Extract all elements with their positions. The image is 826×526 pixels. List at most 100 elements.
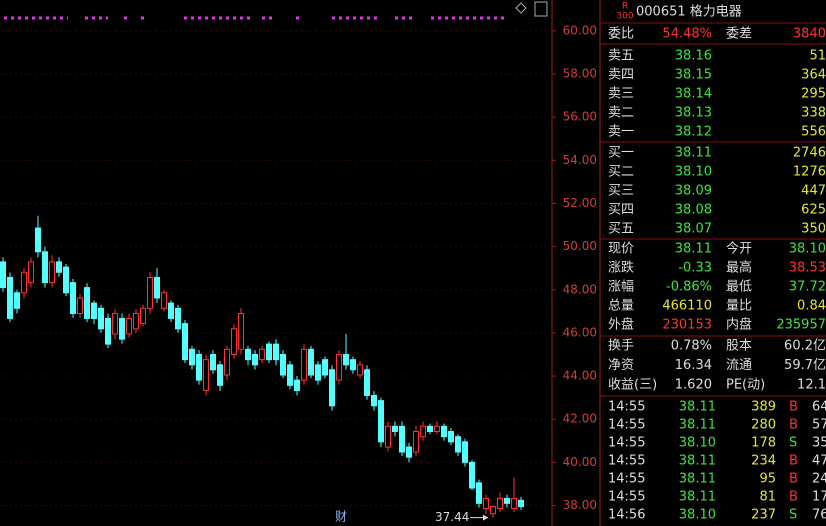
fundamentals-cell: 16.34 bbox=[675, 358, 712, 373]
candle-body bbox=[175, 307, 181, 330]
stock-title: 000651 格力电器 bbox=[636, 4, 742, 20]
trades-cell: B bbox=[789, 418, 798, 433]
candle-body bbox=[63, 266, 69, 294]
trades-cell: 17 bbox=[812, 490, 826, 505]
fundamentals-cell: 净资 bbox=[608, 358, 634, 373]
quote-cell: -0.86% bbox=[666, 280, 712, 295]
quote-cell: 0.84 bbox=[797, 299, 826, 314]
trades-cell: 234 bbox=[751, 454, 776, 469]
quote-cell: 38.10 bbox=[789, 242, 826, 257]
quote-cell: 量比 bbox=[726, 299, 752, 314]
trades-cell: 14:55 bbox=[608, 436, 645, 451]
badge-top: R bbox=[622, 2, 628, 12]
fundamentals-cell: 12.1 bbox=[797, 378, 826, 393]
candle-body bbox=[105, 317, 111, 345]
candle-body bbox=[98, 307, 104, 330]
candle-body bbox=[7, 276, 13, 319]
badge-bottom: 300 bbox=[616, 12, 633, 22]
fundamentals-cell: 股本 bbox=[726, 339, 752, 354]
y-tick-label: 38.00 bbox=[563, 498, 597, 512]
quote-cell: 466110 bbox=[662, 299, 712, 314]
fundamentals-cell: 60.2亿 bbox=[784, 339, 826, 354]
quote-cell: 37.72 bbox=[789, 280, 826, 295]
candle-body bbox=[511, 497, 517, 510]
event-marker[interactable]: 财 bbox=[335, 510, 347, 524]
candle-body bbox=[504, 497, 510, 504]
fundamentals-cell: 收益(三) bbox=[608, 378, 657, 393]
y-tick-label: 44.00 bbox=[563, 369, 597, 383]
asks-cell: 卖四 bbox=[608, 68, 634, 83]
trades-cell: 47 bbox=[812, 454, 826, 469]
candle-body bbox=[406, 446, 412, 458]
asks-cell: 295 bbox=[801, 87, 826, 102]
candle-body bbox=[441, 425, 447, 438]
y-tick-label: 40.00 bbox=[563, 455, 597, 469]
candle-body bbox=[287, 364, 293, 386]
trades-cell: 38.10 bbox=[679, 508, 716, 523]
trades-cell: 24 bbox=[812, 472, 826, 487]
bids-cell: 38.08 bbox=[675, 203, 712, 218]
candle-body bbox=[385, 425, 391, 448]
quote-cell: 总量 bbox=[608, 299, 634, 314]
trades-cell: S bbox=[789, 508, 797, 523]
candle-body bbox=[455, 436, 461, 453]
low-arrowhead bbox=[483, 514, 488, 521]
candle-body bbox=[112, 312, 118, 335]
trades-cell: B bbox=[789, 454, 798, 469]
candle-body bbox=[21, 271, 27, 294]
candle-body bbox=[161, 292, 167, 309]
asks-cell: 338 bbox=[801, 106, 826, 121]
diamond-icon[interactable] bbox=[515, 2, 527, 14]
quote-cell: 38.53 bbox=[789, 261, 826, 276]
fundamentals-cell: 流通 bbox=[726, 358, 752, 373]
fundamentals-cell: 0.78% bbox=[671, 339, 712, 354]
trades-cell: 38.11 bbox=[679, 490, 716, 505]
trades-cell: 14:55 bbox=[608, 418, 645, 433]
candle-body bbox=[70, 282, 76, 314]
candle-body bbox=[378, 400, 384, 443]
separators bbox=[600, 22, 826, 397]
candle-body bbox=[364, 369, 370, 396]
asks-cell: 卖二 bbox=[608, 106, 634, 121]
quote-cell: 235957 bbox=[776, 318, 826, 333]
candle-body bbox=[154, 276, 160, 299]
candle-body bbox=[91, 302, 97, 319]
trades-cell: 38.11 bbox=[679, 472, 716, 487]
quote-cell: -0.33 bbox=[678, 261, 712, 276]
candle-body bbox=[434, 425, 440, 433]
candle-body bbox=[322, 359, 328, 376]
y-tick-label: 54.00 bbox=[563, 153, 597, 167]
stats-cell: 3840 bbox=[793, 27, 826, 42]
trades-cell: 57 bbox=[812, 418, 826, 433]
bids-cell: 买二 bbox=[608, 165, 634, 180]
candle-body bbox=[231, 328, 237, 355]
trades-cell: 14:55 bbox=[608, 454, 645, 469]
candle-body bbox=[245, 348, 251, 361]
candle-body bbox=[189, 348, 195, 366]
trades-cell: 95 bbox=[759, 472, 776, 487]
trades-cell: 14:55 bbox=[608, 472, 645, 487]
stats-cell: 54.48% bbox=[662, 27, 712, 42]
quote-cell: 涨跌 bbox=[608, 260, 634, 276]
bids-cell: 买四 bbox=[608, 203, 634, 218]
trades-cell: 81 bbox=[759, 490, 776, 505]
bids-cell: 38.11 bbox=[675, 146, 712, 161]
trades-cell: 38.10 bbox=[679, 436, 716, 451]
candle-body bbox=[448, 431, 454, 443]
asks-cell: 38.14 bbox=[675, 87, 712, 102]
asks-cell: 38.12 bbox=[675, 125, 712, 140]
candle-body bbox=[196, 353, 202, 381]
candle-body bbox=[329, 369, 335, 407]
y-tick-label: 52.00 bbox=[563, 196, 597, 210]
bids-cell: 1276 bbox=[793, 165, 826, 180]
stats-cell: 委比 bbox=[608, 27, 634, 42]
candle-body bbox=[462, 441, 468, 463]
candle-body bbox=[413, 431, 419, 453]
candle-body bbox=[497, 497, 503, 510]
asks-cell: 卖三 bbox=[608, 87, 634, 102]
candle-body bbox=[28, 261, 34, 284]
trades-cell: 38.11 bbox=[679, 418, 716, 433]
panel-toggle-icon[interactable] bbox=[534, 1, 548, 17]
bids-cell: 买一 bbox=[608, 146, 634, 161]
